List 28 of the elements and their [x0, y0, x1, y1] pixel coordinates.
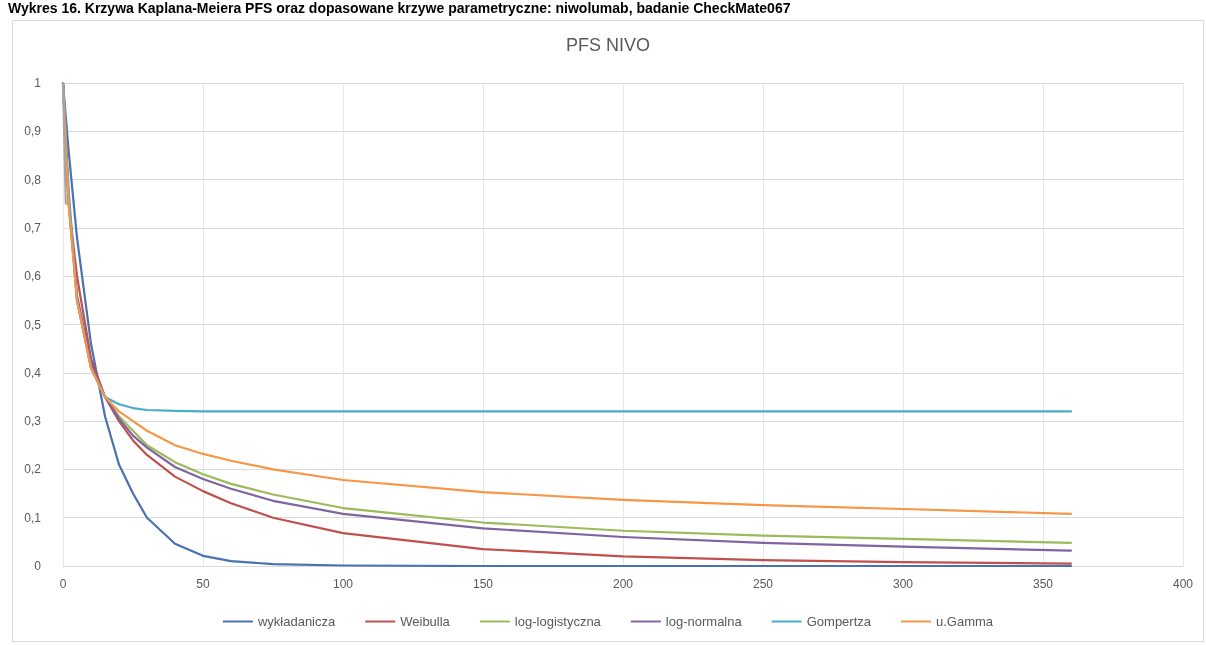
legend-label: wykładanicza	[256, 614, 336, 629]
y-tick-label: 0,5	[24, 317, 42, 332]
y-tick-label: 1	[34, 76, 42, 90]
y-tick-label: 0,6	[24, 269, 42, 284]
x-tick-label: 150	[472, 577, 494, 591]
y-tick-label: 0,1	[24, 510, 42, 525]
chart-title: Wykres 16. Krzywa Kaplana-Meiera PFS oraz dopasowane krzywe parametryczne: niwolumab, badanie CheckMate067	[8, 0, 792, 16]
legend-label: u.Gamma	[936, 614, 994, 629]
y-tick-label: 0,4	[24, 365, 42, 380]
x-tick-label: 350	[1032, 577, 1054, 591]
y-tick-label: 0,2	[24, 462, 42, 477]
y-tick-label: 0,3	[24, 414, 42, 429]
x-tick-label: 50	[196, 577, 210, 591]
legend-label: log-normalna	[665, 614, 743, 629]
legend-label: Weibulla	[400, 614, 451, 629]
legend-label: Gompertza	[806, 614, 872, 629]
x-tick-label: 100	[332, 577, 354, 591]
x-tick-label: 300	[892, 577, 914, 591]
y-tick-label: 0,8	[24, 172, 42, 187]
x-tick-label: 200	[612, 577, 634, 591]
y-tick-label: 0,7	[24, 220, 42, 235]
x-tick-label: 400	[1172, 577, 1194, 591]
x-tick-label: 0	[59, 577, 67, 591]
y-tick-label: 0,9	[24, 124, 42, 139]
chart-subtitle: PFS NIVO	[565, 35, 651, 55]
legend-label: log-logistyczna	[514, 614, 602, 629]
y-tick-label: 0	[34, 559, 42, 573]
x-tick-label: 250	[752, 577, 774, 591]
